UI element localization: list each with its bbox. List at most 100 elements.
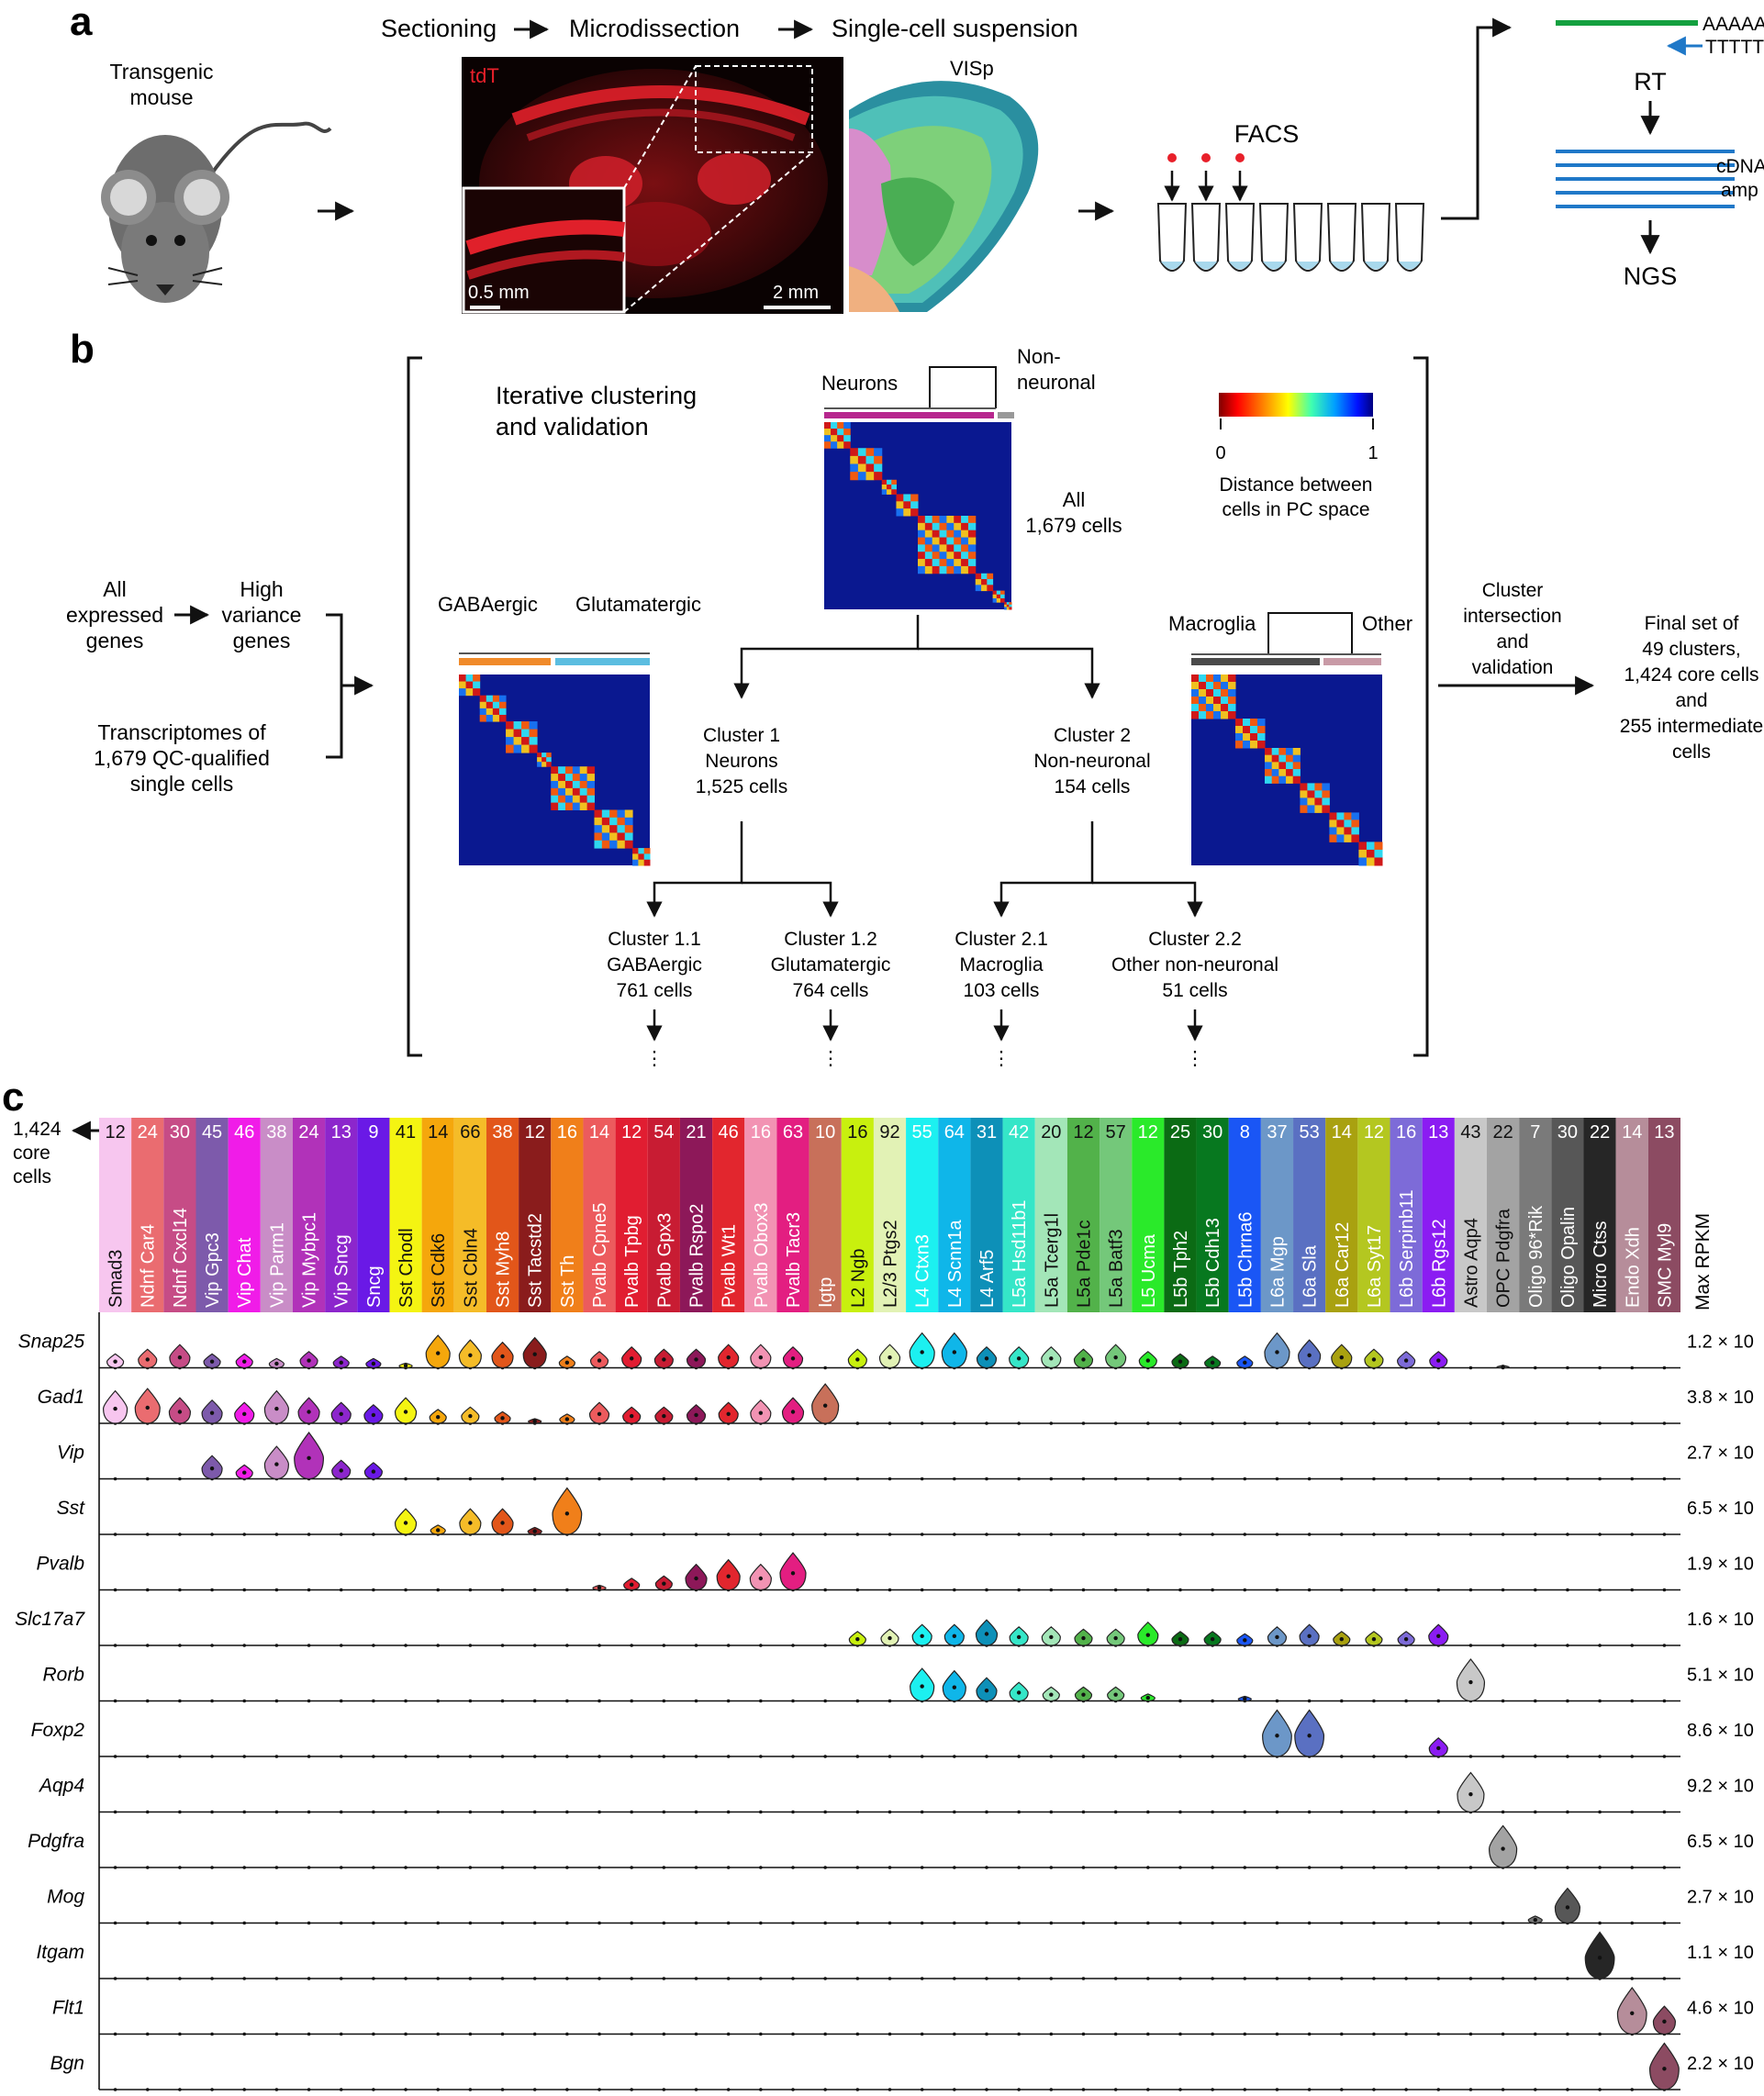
heatmap-cell [924, 559, 933, 567]
violin-tick [274, 1588, 279, 1592]
violin-tick [1501, 1421, 1505, 1425]
violin-tick [1566, 2032, 1569, 2036]
violin-median [1049, 1634, 1054, 1640]
violin-tick [1211, 1755, 1214, 1758]
cluster-count: 64 [944, 1122, 965, 1143]
core-2: core [13, 1143, 50, 1164]
violin-tick [1468, 1866, 1473, 1869]
violin-median [1016, 1690, 1022, 1695]
violin-median [371, 1469, 376, 1474]
heatmap-cell [887, 479, 892, 485]
cluster-header-cell [1519, 1118, 1552, 1312]
violin-tick [1049, 1477, 1054, 1481]
violin-tick [565, 1755, 569, 1758]
all-cells-1: All [1063, 488, 1085, 511]
violin-tick [1146, 1421, 1150, 1425]
heatmap-cell [891, 485, 897, 490]
violin-tick [1339, 1533, 1344, 1536]
heatmap-cell [579, 802, 588, 810]
violin-tick [985, 1810, 988, 1814]
heatmap-cell [558, 766, 566, 775]
violin-median [307, 1455, 311, 1460]
violin-tick [1178, 1421, 1182, 1425]
heatmap-cell [975, 579, 982, 585]
violin-tick [1339, 2032, 1344, 2036]
heatmap-cell [1191, 689, 1200, 697]
heatmap-cell [1228, 697, 1236, 705]
heatmap-cell [1004, 604, 1008, 608]
violin-tick [1146, 2032, 1150, 2036]
heatmap-cell [1322, 797, 1330, 806]
heatmap-cell [638, 853, 645, 861]
violin-tick [1146, 2088, 1150, 2091]
heatmap-cell [924, 565, 933, 574]
violin-tick [1662, 1644, 1667, 1647]
cluster-name: L5b Cdh13 [1203, 1218, 1223, 1308]
violin-tick [1533, 1755, 1537, 1758]
heatmap-cell [1250, 733, 1258, 741]
heatmap-cell [601, 809, 610, 819]
heatmap-cell [946, 544, 955, 552]
violin-median [984, 1632, 989, 1636]
cluster-header-cell [970, 1118, 1003, 1312]
heatmap-cell [1314, 805, 1323, 813]
violin-tick [532, 1644, 537, 1647]
heatmap-cell [1286, 754, 1294, 763]
heatmap-cell [624, 840, 633, 849]
heatmap-cell [586, 774, 595, 782]
heatmap-cell [992, 590, 998, 596]
heatmap-cell [572, 774, 581, 782]
tree-nonneuronal-2: neuronal [1017, 371, 1096, 394]
violin-tick [1468, 1533, 1473, 1536]
violin-median [597, 1358, 602, 1363]
violin-tick [372, 2032, 375, 2036]
heatmap-cell [1221, 697, 1229, 705]
cluster-name: Vip Sncg [332, 1234, 352, 1308]
cluster-header-cell [163, 1118, 196, 1312]
violin-tick [597, 1644, 601, 1647]
violin-tick [1243, 1421, 1247, 1425]
violin-tick [372, 1533, 375, 1536]
cdna-label-2: amp [1721, 180, 1758, 201]
violin-tick [1275, 1421, 1279, 1425]
violin-tick [210, 1699, 214, 1703]
violin-tick [436, 1644, 441, 1647]
heatmap-cell [1228, 682, 1236, 690]
violin-tick [823, 1921, 827, 1925]
violin-tick [1275, 1533, 1279, 1536]
visp-label: VISp [950, 57, 994, 80]
colorbar-min: 0 [1215, 443, 1225, 463]
heatmap-cell [1300, 797, 1308, 806]
violin-tick [597, 1533, 601, 1536]
violin-median [564, 1417, 570, 1421]
heatmap-cell [961, 559, 969, 567]
facs-tube [1292, 203, 1323, 272]
violin-tick [888, 1921, 892, 1925]
violin-tick [985, 1921, 988, 1925]
violin-tick [630, 1810, 633, 1814]
violin-tick [1049, 1421, 1054, 1425]
violin-tick [855, 2032, 860, 2036]
violin-tick [1049, 1755, 1054, 1758]
violin-median [274, 1361, 279, 1366]
violin-tick [1630, 1421, 1635, 1425]
heatmap-cell [541, 753, 547, 758]
violin-median [209, 1359, 215, 1364]
violin-tick [145, 1533, 150, 1536]
violin-median [564, 1511, 570, 1516]
heatmap-cell [521, 721, 530, 730]
violin-tick [500, 1755, 505, 1758]
heatmap-cell [887, 485, 892, 490]
heatmap-cell [837, 422, 844, 429]
heatmap-cell [632, 853, 639, 861]
violin-tick [1598, 1866, 1602, 1869]
violin-tick [1468, 1477, 1473, 1481]
heatmap-cell [891, 479, 897, 485]
mouse-label-line1: Transgenic [110, 60, 214, 84]
violin-tick [888, 2032, 892, 2036]
violin-tick [1630, 1644, 1635, 1647]
violin-tick [339, 1699, 343, 1703]
heatmap-cell [551, 795, 559, 804]
gene-max-rpkm: 8.6 × 10 [1687, 1721, 1754, 1741]
violin-median [371, 1412, 376, 1418]
